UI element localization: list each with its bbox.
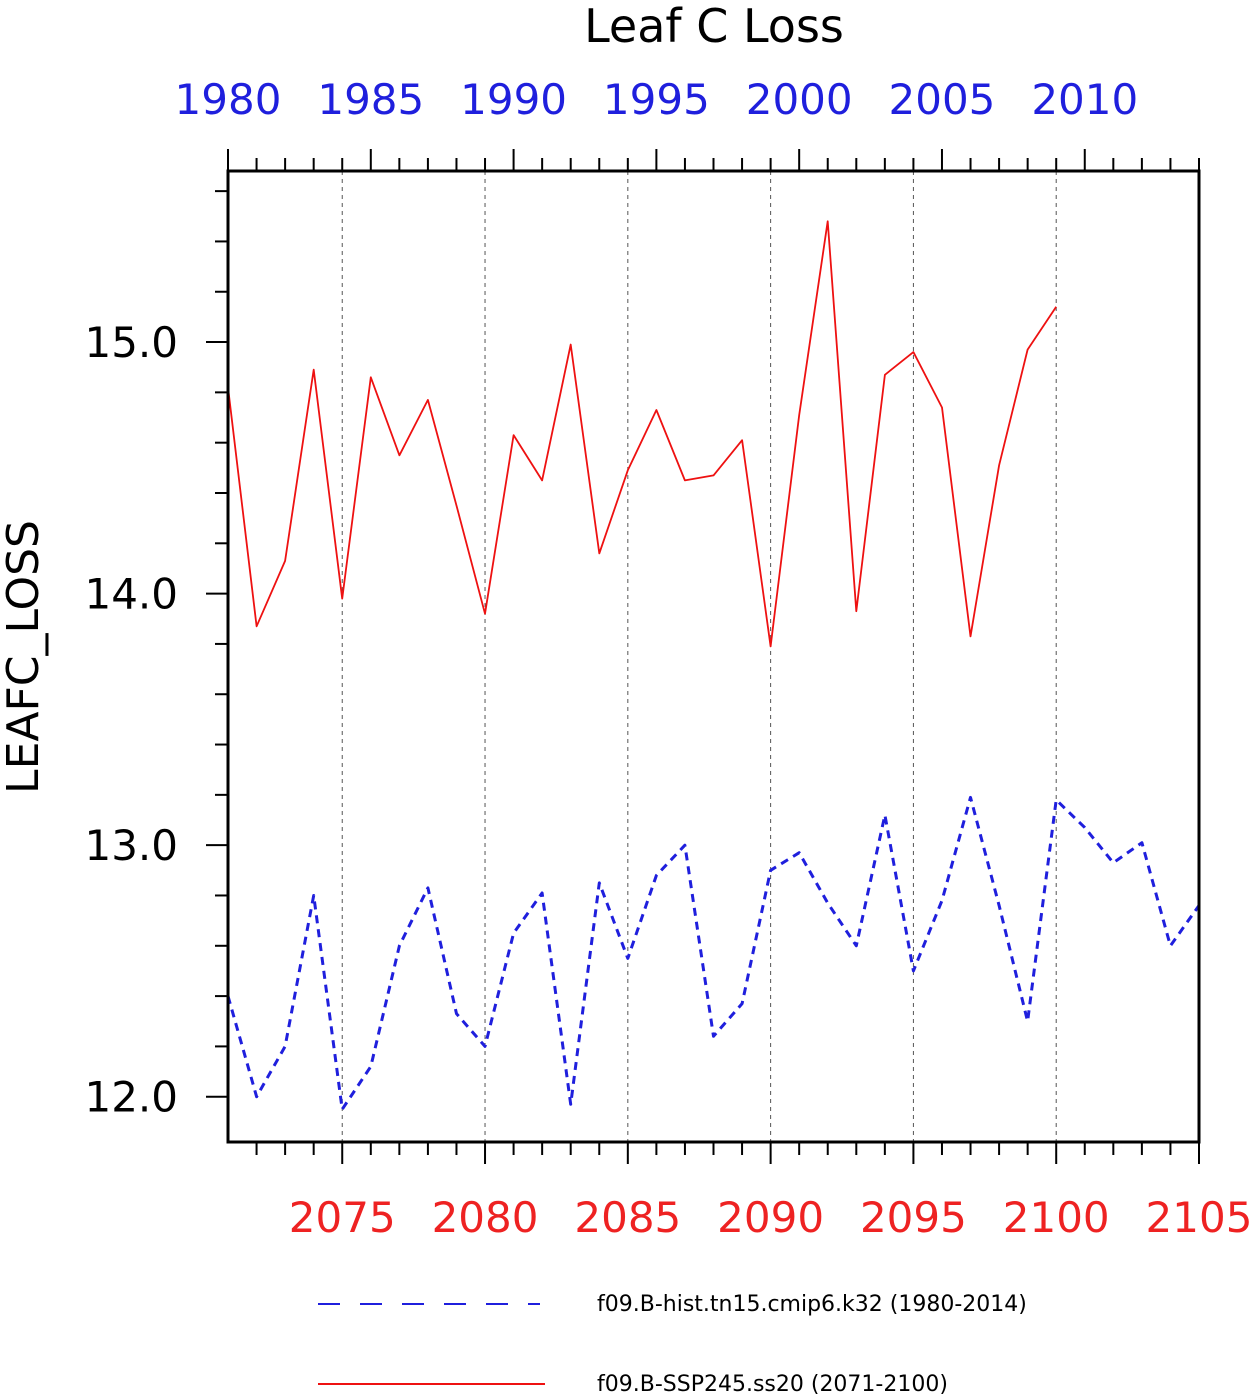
top-axis-tick-label: 2010 — [1031, 75, 1138, 124]
bottom-axis-tick-label: 2090 — [717, 1193, 824, 1242]
bottom-axis-tick-label: 2105 — [1146, 1193, 1253, 1242]
plot-frame — [226, 169, 1201, 1144]
series-line-1 — [227, 220, 1057, 648]
top-axis-tick-label: 1995 — [603, 75, 710, 124]
top-axis-tick-label: 1980 — [175, 75, 282, 124]
top-axis-tick-label: 2005 — [889, 75, 996, 124]
series-line-0 — [226, 795, 1201, 1111]
top-axis-tick-label: 2000 — [746, 75, 853, 124]
bottom-axis-tick-label: 2075 — [289, 1193, 396, 1242]
y-axis-tick-label: 14.0 — [84, 570, 178, 619]
legend: f09.B-hist.tn15.cmip6.k32 (1980-2014) f0… — [318, 1292, 1027, 1397]
top-axis-tick-label: 1990 — [460, 75, 567, 124]
y-axis-tick-label: 12.0 — [84, 1073, 178, 1122]
chart-title: Leaf C Loss — [584, 0, 844, 53]
legend-label-ssp: f09.B-SSP245.ss20 (2071-2100) — [597, 1372, 948, 1397]
legend-label-hist: f09.B-hist.tn15.cmip6.k32 (1980-2014) — [597, 1292, 1027, 1317]
y-axis-tick-label: 15.0 — [84, 318, 178, 367]
tick-labels: 2075 2080 2085 2090 2095 2100 2105 1980 1985 1990… — [84, 75, 1252, 1242]
bottom-axis-tick-label: 2080 — [432, 1193, 539, 1242]
bottom-axis-tick-label: 2095 — [860, 1193, 967, 1242]
bottom-axis-tick-label: 2085 — [574, 1193, 681, 1242]
grid-lines — [341, 171, 1057, 1142]
bottom-axis-tick-label: 2100 — [1003, 1193, 1110, 1242]
axis-ticks — [206, 149, 1200, 1164]
y-axis-tick-label: 13.0 — [84, 821, 178, 870]
y-axis-label: LEAFC_LOSS — [0, 520, 49, 794]
top-axis-tick-label: 1985 — [317, 75, 424, 124]
series-lines — [226, 220, 1201, 1111]
